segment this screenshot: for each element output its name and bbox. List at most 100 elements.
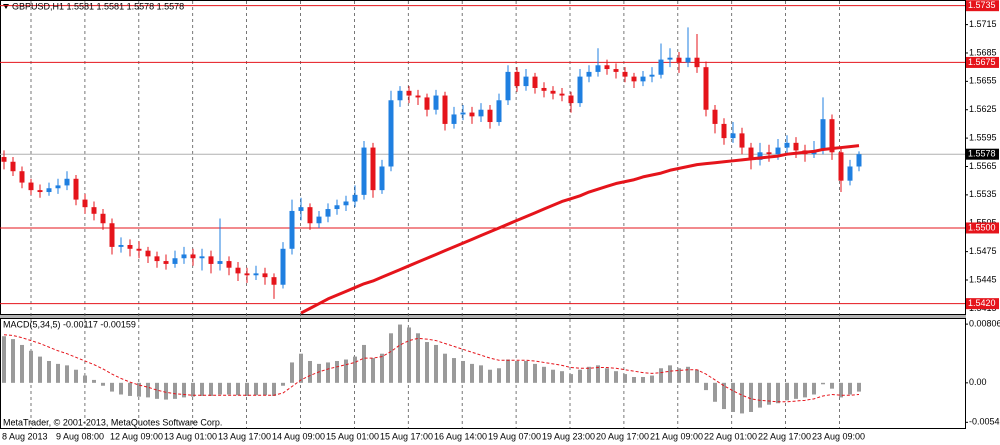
x-tick-label: 19 Aug 07:00	[488, 431, 541, 441]
macd-bar	[326, 362, 330, 383]
candle-body	[640, 76, 646, 82]
candle-body	[37, 190, 43, 193]
candle-body	[388, 100, 394, 167]
macd-bar	[92, 379, 96, 383]
macd-bar	[416, 333, 420, 383]
macd-bar	[713, 382, 717, 402]
level-tag	[966, 222, 999, 234]
candle-body	[298, 207, 304, 211]
candle-body	[235, 267, 241, 274]
candle-body	[415, 95, 421, 98]
candle-body	[352, 194, 358, 202]
macd-bar	[794, 382, 798, 399]
macd-bar	[758, 382, 762, 408]
x-tick-label: 12 Aug 09:00	[110, 431, 163, 441]
macd-bar	[362, 344, 366, 383]
macd-bar	[659, 368, 663, 383]
macd-bar	[227, 382, 231, 395]
macd-bar	[281, 382, 285, 386]
candle-body	[379, 166, 385, 191]
macd-bar	[47, 360, 51, 383]
macd-bar	[218, 382, 222, 395]
macd-bar	[524, 360, 528, 383]
macd-bar	[632, 377, 636, 383]
macd-panel-frame	[0, 318, 966, 429]
candle-body	[676, 57, 682, 63]
candle-body	[577, 76, 583, 104]
candle-body	[190, 254, 196, 259]
candle-body	[532, 76, 538, 88]
candle-body	[703, 67, 709, 110]
y-tick-label: 1.5595	[969, 132, 997, 142]
macd-bar	[263, 382, 267, 396]
level-label: 1.5500	[968, 222, 996, 232]
macd-bar	[695, 369, 699, 383]
macd-signal	[3, 334, 860, 403]
macd-bar	[596, 365, 600, 383]
candle-body	[82, 199, 88, 208]
candle-body	[784, 142, 790, 148]
macd-bar	[848, 382, 852, 395]
macd-bar	[641, 377, 645, 383]
candle-body	[334, 205, 340, 210]
candle-body	[244, 273, 250, 276]
candle-body	[559, 93, 565, 96]
candle-body	[793, 142, 799, 151]
candle-body	[316, 216, 322, 224]
macd-bar	[245, 382, 249, 396]
macd-bar	[164, 382, 168, 400]
price-tag	[966, 148, 999, 160]
candle-body	[181, 254, 187, 259]
x-tick-label: 21 Aug 09:00	[650, 431, 703, 441]
macd-bar	[380, 353, 384, 383]
macd-title: MACD(5,34,5) -0.00117 -0.00159	[3, 319, 136, 329]
candle-body	[658, 59, 664, 75]
macd-y-tick-label: 0.00806	[969, 318, 1000, 328]
macd-bar	[74, 369, 78, 383]
candle-body	[505, 71, 511, 101]
macd-bar	[461, 360, 465, 383]
macd-bar	[767, 382, 771, 405]
macd-bar	[812, 382, 816, 395]
x-tick-label: 15 Aug 01:00	[326, 431, 379, 441]
main-panel-frame	[0, 0, 966, 315]
candle-body	[595, 65, 601, 72]
macd-bar	[128, 382, 132, 396]
candle-body	[685, 57, 691, 63]
candle-body	[280, 248, 286, 285]
macd-bar	[308, 360, 312, 383]
level-tag	[966, 56, 999, 68]
candle-body	[766, 152, 772, 155]
candle-body	[856, 154, 862, 167]
macd-bar	[470, 363, 474, 383]
macd-bar	[173, 382, 177, 399]
candle-body	[172, 258, 178, 264]
candle-body	[586, 71, 592, 77]
moving-average	[300, 144, 860, 315]
candle-body	[73, 178, 79, 200]
candle-body	[10, 161, 16, 172]
macd-bar	[560, 371, 564, 383]
y-tick-label: 1.5535	[969, 189, 997, 199]
candle-body	[730, 133, 736, 139]
candle-body	[496, 100, 502, 123]
candle-body	[289, 210, 295, 249]
candle-body	[217, 261, 223, 264]
macd-bar	[731, 382, 735, 412]
x-tick-label: 19 Aug 23:00	[542, 431, 595, 441]
x-tick-label: 22 Aug 01:00	[704, 431, 757, 441]
candle-body	[55, 185, 61, 189]
macd-bar	[668, 365, 672, 383]
candle-body	[154, 256, 160, 262]
macd-bar	[389, 333, 393, 383]
x-tick-label: 13 Aug 17:00	[218, 431, 271, 441]
macd-bar	[551, 369, 555, 383]
macd-bar	[776, 382, 780, 404]
macd-bar	[686, 366, 690, 383]
x-tick-label: 23 Aug 09:00	[812, 431, 865, 441]
y-tick-label: 1.5445	[969, 274, 997, 284]
macd-y-tick-label: 0.00	[969, 377, 987, 387]
macd-bar	[20, 344, 24, 383]
macd-bar	[839, 382, 843, 398]
